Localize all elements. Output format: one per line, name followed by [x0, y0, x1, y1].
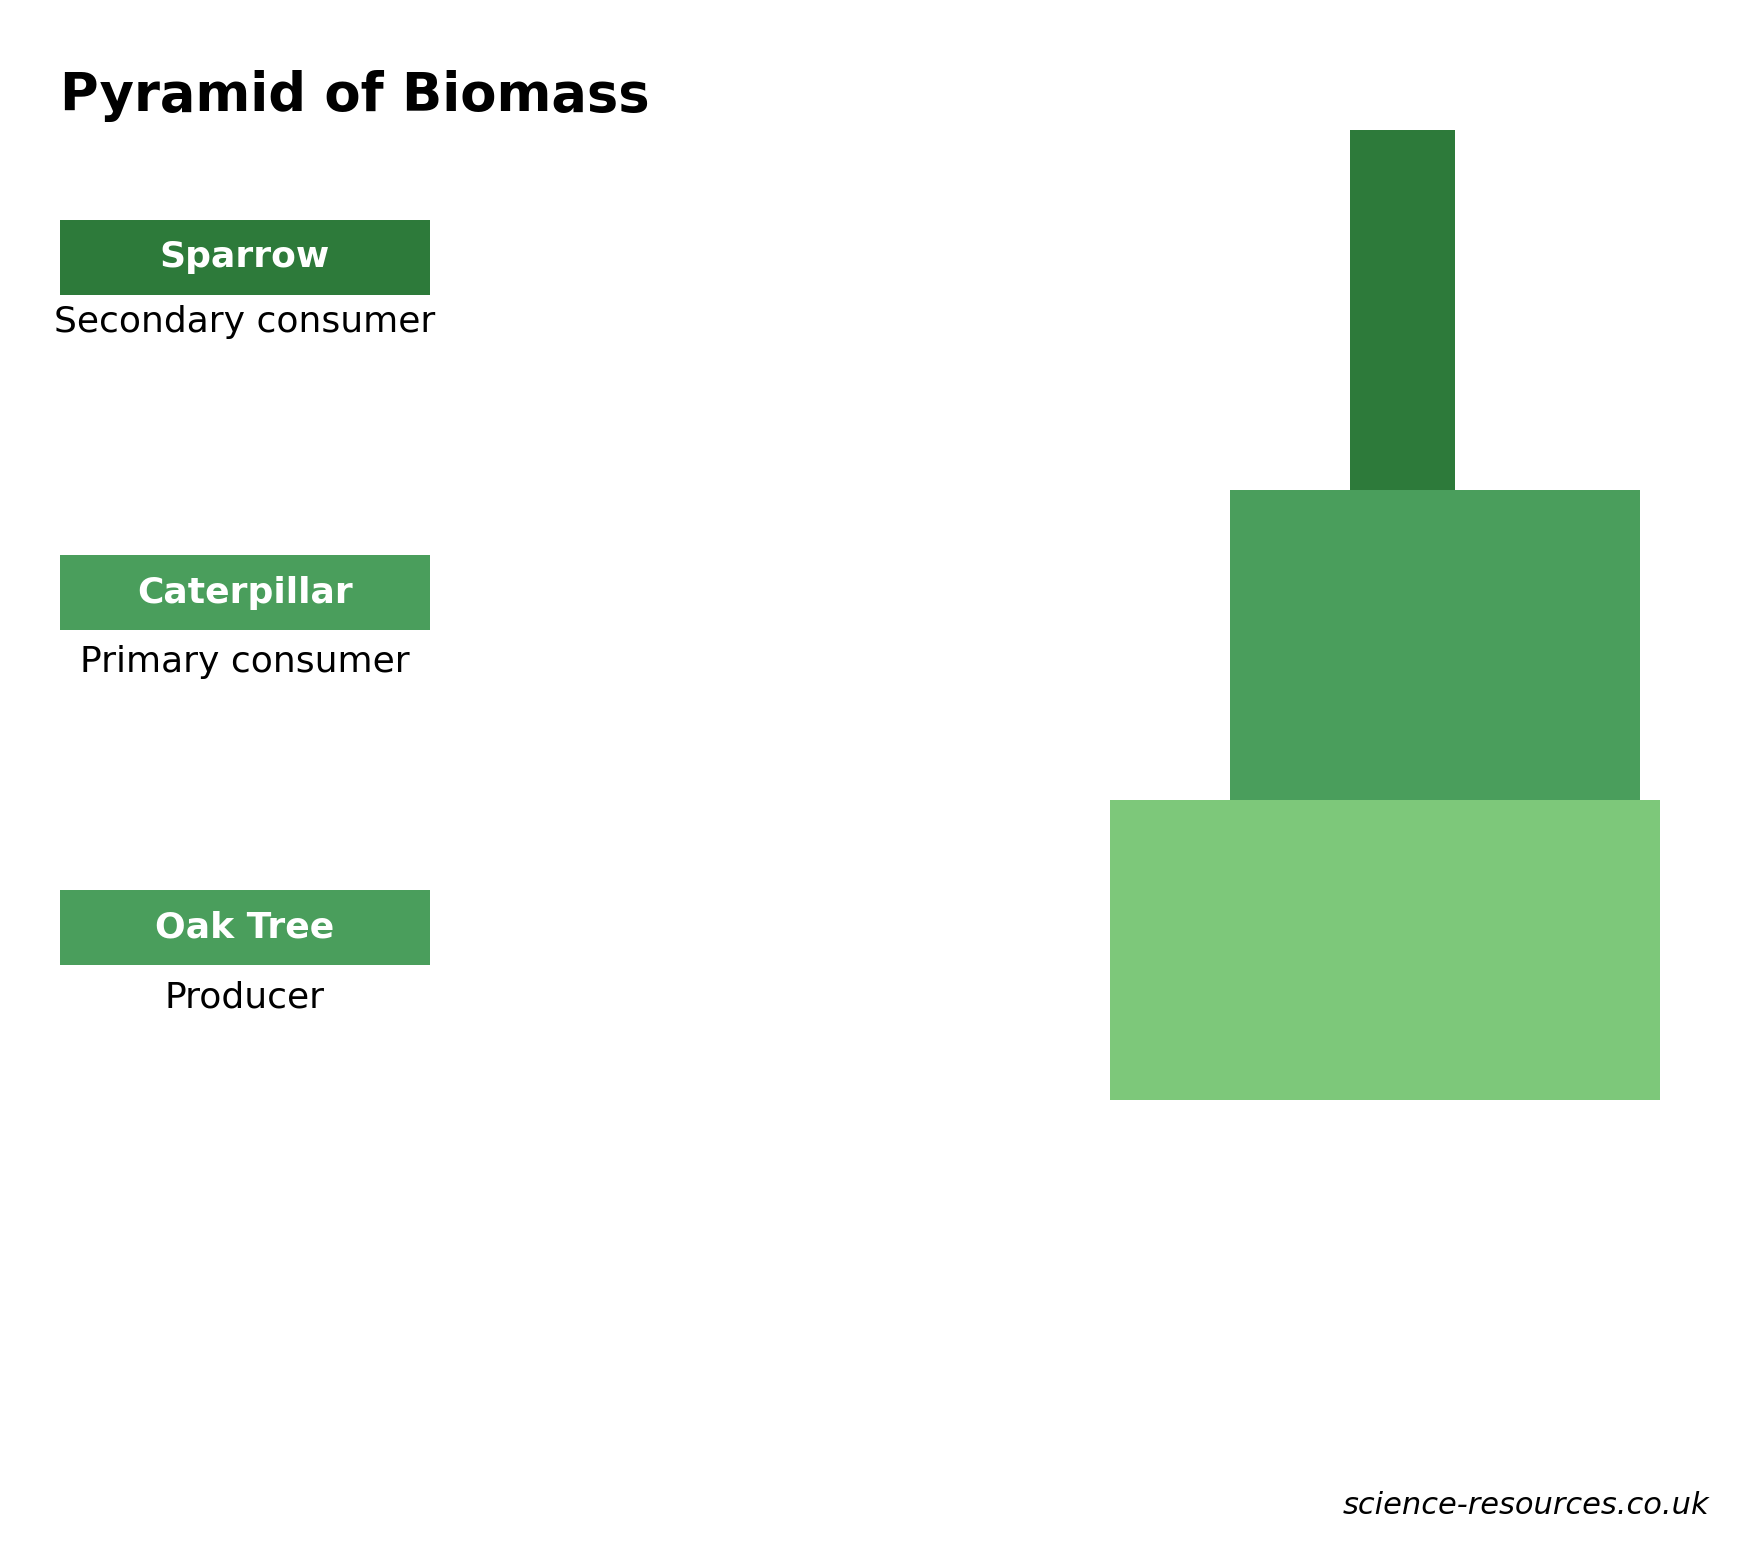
- Bar: [1230, 490, 1639, 800]
- Text: Caterpillar: Caterpillar: [137, 576, 354, 610]
- Text: Sparrow: Sparrow: [160, 240, 331, 275]
- Text: Secondary consumer: Secondary consumer: [55, 306, 436, 339]
- Bar: [1349, 129, 1455, 490]
- Bar: [1110, 800, 1660, 1100]
- Bar: [60, 891, 429, 966]
- Bar: [60, 220, 429, 295]
- Text: Oak Tree: Oak Tree: [155, 911, 334, 944]
- Text: science-resources.co.uk: science-resources.co.uk: [1342, 1491, 1710, 1519]
- Text: Producer: Producer: [165, 980, 325, 1014]
- Text: Pyramid of Biomass: Pyramid of Biomass: [60, 70, 649, 122]
- Text: Primary consumer: Primary consumer: [81, 644, 410, 679]
- Bar: [60, 555, 429, 630]
